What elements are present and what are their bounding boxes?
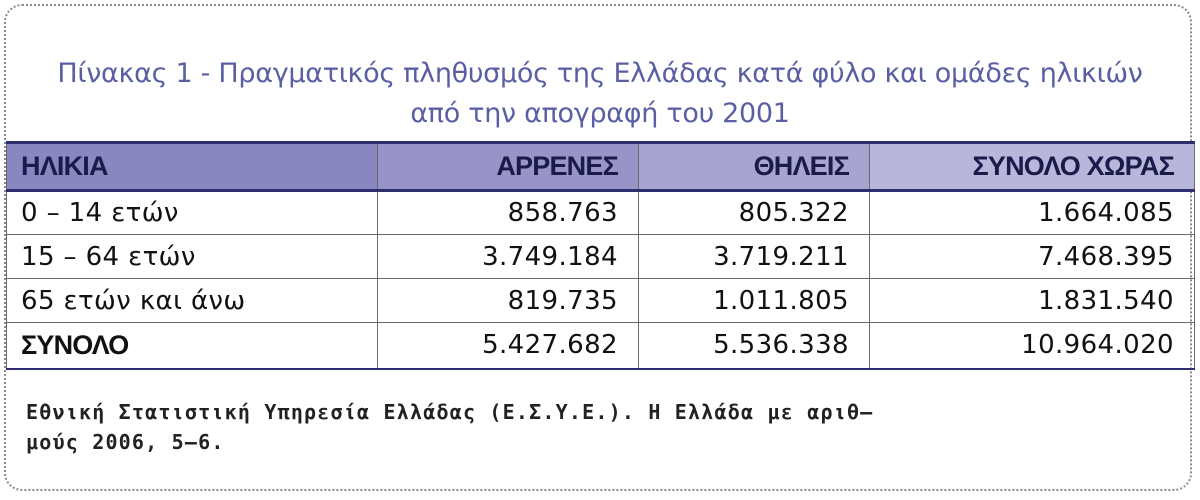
caption-line-2: από την απογραφή του 2001 <box>410 98 790 129</box>
caption-line-1: Πίνακας 1 - Πραγματικός πληθυσμός της Ελ… <box>57 58 1143 89</box>
row-male: 819.735 <box>377 278 639 323</box>
source-line-1: Εθνική Στατιστική Υπηρεσία Ελλάδας (Ε.Σ.… <box>26 400 874 424</box>
total-female: 5.536.338 <box>638 322 870 370</box>
row-female: 1.011.805 <box>638 278 870 323</box>
table-row: 0 – 14 ετών 858.763 805.322 1.664.085 <box>6 190 1195 235</box>
row-total: 1.831.540 <box>869 278 1195 323</box>
row-age-group: 65 ετών και άνω <box>6 278 378 323</box>
source-citation: Εθνική Στατιστική Υπηρεσία Ελλάδας (Ε.Σ.… <box>26 397 1186 457</box>
total-label: ΣΥΝΟΛΟ <box>6 322 378 370</box>
total-country: 10.964.020 <box>869 322 1195 370</box>
table-caption: Πίνακας 1 - Πραγματικός πληθυσμός της Ελ… <box>0 54 1200 134</box>
row-female: 805.322 <box>638 190 870 235</box>
header-female: ΘΗΛΕΙΣ <box>638 141 870 192</box>
row-age-group: 0 – 14 ετών <box>6 190 378 235</box>
table-row: 65 ετών και άνω 819.735 1.011.805 1.831.… <box>6 278 1195 323</box>
row-male: 3.749.184 <box>377 234 639 279</box>
row-total: 7.468.395 <box>869 234 1195 279</box>
row-male: 858.763 <box>377 190 639 235</box>
table-header-row: ΗΛΙΚΙΑ ΑΡΡΕΝΕΣ ΘΗΛΕΙΣ ΣΥΝΟΛΟ ΧΩΡΑΣ <box>6 141 1195 192</box>
source-line-2: μούς 2006, 5–6. <box>26 430 225 454</box>
row-total: 1.664.085 <box>869 190 1195 235</box>
header-male: ΑΡΡΕΝΕΣ <box>377 141 639 192</box>
row-age-group: 15 – 64 ετών <box>6 234 378 279</box>
table-total-row: ΣΥΝΟΛΟ 5.427.682 5.536.338 10.964.020 <box>6 322 1195 370</box>
total-male: 5.427.682 <box>377 322 639 370</box>
population-table: ΗΛΙΚΙΑ ΑΡΡΕΝΕΣ ΘΗΛΕΙΣ ΣΥΝΟΛΟ ΧΩΡΑΣ 0 – 1… <box>6 141 1195 370</box>
header-country-total: ΣΥΝΟΛΟ ΧΩΡΑΣ <box>869 141 1195 192</box>
row-female: 3.719.211 <box>638 234 870 279</box>
header-age: ΗΛΙΚΙΑ <box>6 141 378 192</box>
table-row: 15 – 64 ετών 3.749.184 3.719.211 7.468.3… <box>6 234 1195 279</box>
